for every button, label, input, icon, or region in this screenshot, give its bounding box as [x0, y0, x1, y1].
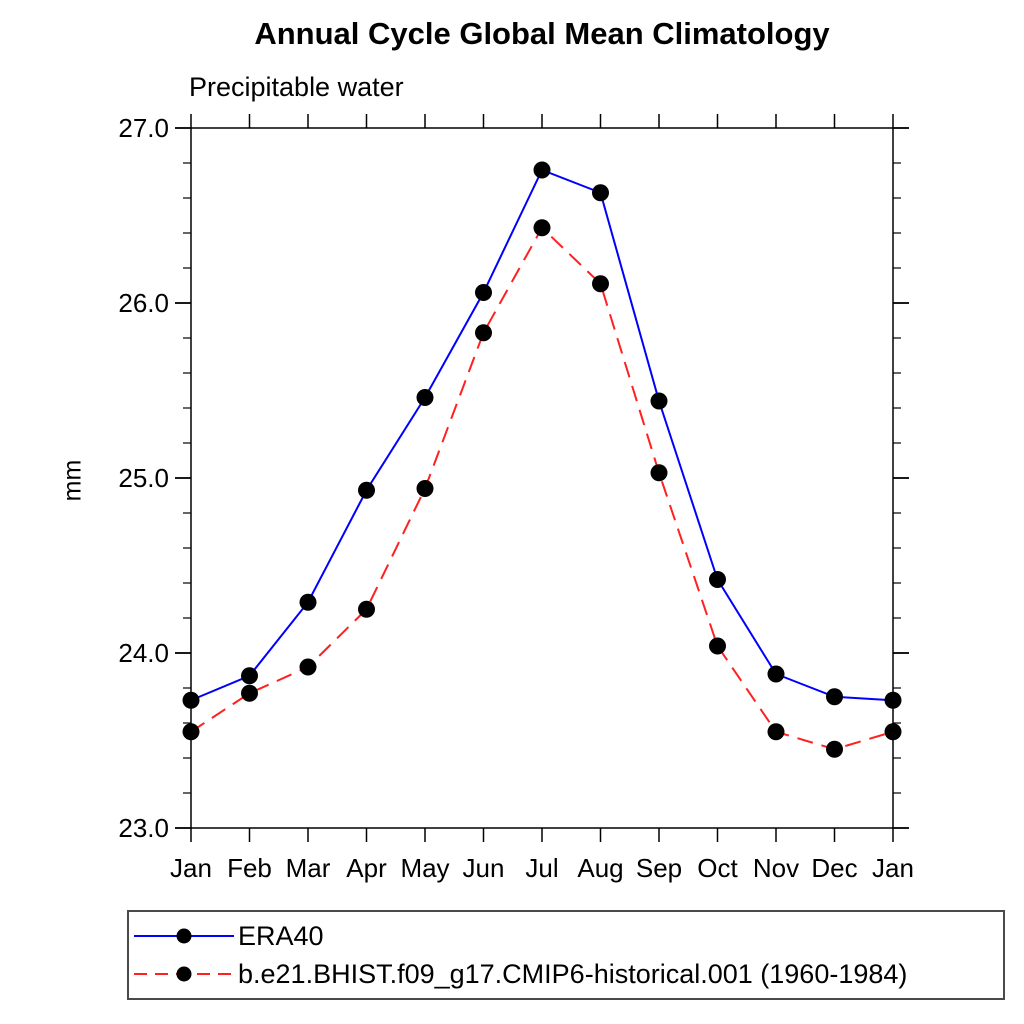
data-point	[650, 392, 668, 410]
data-point	[416, 480, 434, 497]
x-axis-tick-label: Feb	[227, 853, 272, 883]
data-point	[767, 723, 785, 741]
data-point	[767, 665, 785, 683]
chart-title: Annual Cycle Global Mean Climatology	[254, 16, 830, 51]
data-point	[884, 723, 902, 741]
x-axis-tick-label: Jan	[872, 853, 914, 883]
x-axis-tick-label: Sep	[636, 853, 682, 883]
data-point	[358, 600, 375, 618]
data-point	[241, 684, 258, 702]
data-point	[826, 688, 843, 706]
legend-item-era40: ERA40	[133, 921, 1003, 951]
data-point	[826, 740, 843, 758]
data-point	[299, 658, 317, 676]
legend-label-era40: ERA40	[238, 920, 324, 951]
series-line-0	[190, 168, 894, 702]
data-point	[241, 667, 258, 685]
y-axis-tick-label: 26.0	[118, 288, 169, 318]
series-line-1	[190, 226, 894, 751]
y-axis-tick-label: 27.0	[118, 113, 169, 143]
legend-marker-dot	[176, 928, 192, 944]
x-axis-tick-label: Aug	[577, 853, 623, 883]
x-axis-tick-label: Jan	[170, 853, 212, 883]
legend-marker-dot	[176, 966, 192, 982]
legend: ERA40 b.e21.BHIST.f09_g17.CMIP6-historic…	[127, 910, 1005, 1000]
data-point	[475, 324, 492, 342]
x-axis-tick-label: Nov	[753, 853, 799, 883]
y-axis-tick-label: 24.0	[118, 638, 169, 668]
data-point	[299, 593, 317, 611]
x-axis-tick-label: May	[400, 853, 449, 883]
data-point	[592, 275, 609, 293]
data-point	[416, 389, 434, 406]
x-axis-tick-label: Apr	[346, 853, 387, 883]
x-axis-tick-label: Oct	[697, 853, 738, 883]
y-axis-tick-label: 25.0	[118, 463, 169, 493]
data-point	[182, 691, 200, 709]
chart-subtitle: Precipitable water	[189, 72, 404, 102]
y-axis-tick-label: 23.0	[118, 813, 169, 843]
data-point	[182, 723, 200, 741]
data-point	[650, 464, 668, 482]
x-axis-tick-label: Mar	[286, 853, 331, 883]
x-axis-tick-label: Dec	[811, 853, 857, 883]
legend-line-solid-icon	[134, 928, 234, 944]
legend-label-cmip6: b.e21.BHIST.f09_g17.CMIP6-historical.001…	[238, 958, 908, 989]
data-point	[884, 691, 902, 709]
data-point	[533, 219, 551, 237]
data-point	[592, 184, 609, 202]
data-point	[709, 571, 726, 588]
legend-line-dashed-icon	[134, 966, 234, 982]
data-point	[475, 284, 492, 301]
x-axis-tick-label: Jul	[525, 853, 558, 883]
legend-item-cmip6: b.e21.BHIST.f09_g17.CMIP6-historical.001…	[133, 959, 1003, 989]
data-point	[358, 481, 375, 499]
data-point	[709, 637, 726, 655]
data-point	[533, 161, 551, 179]
x-axis-tick-label: Jun	[463, 853, 505, 883]
